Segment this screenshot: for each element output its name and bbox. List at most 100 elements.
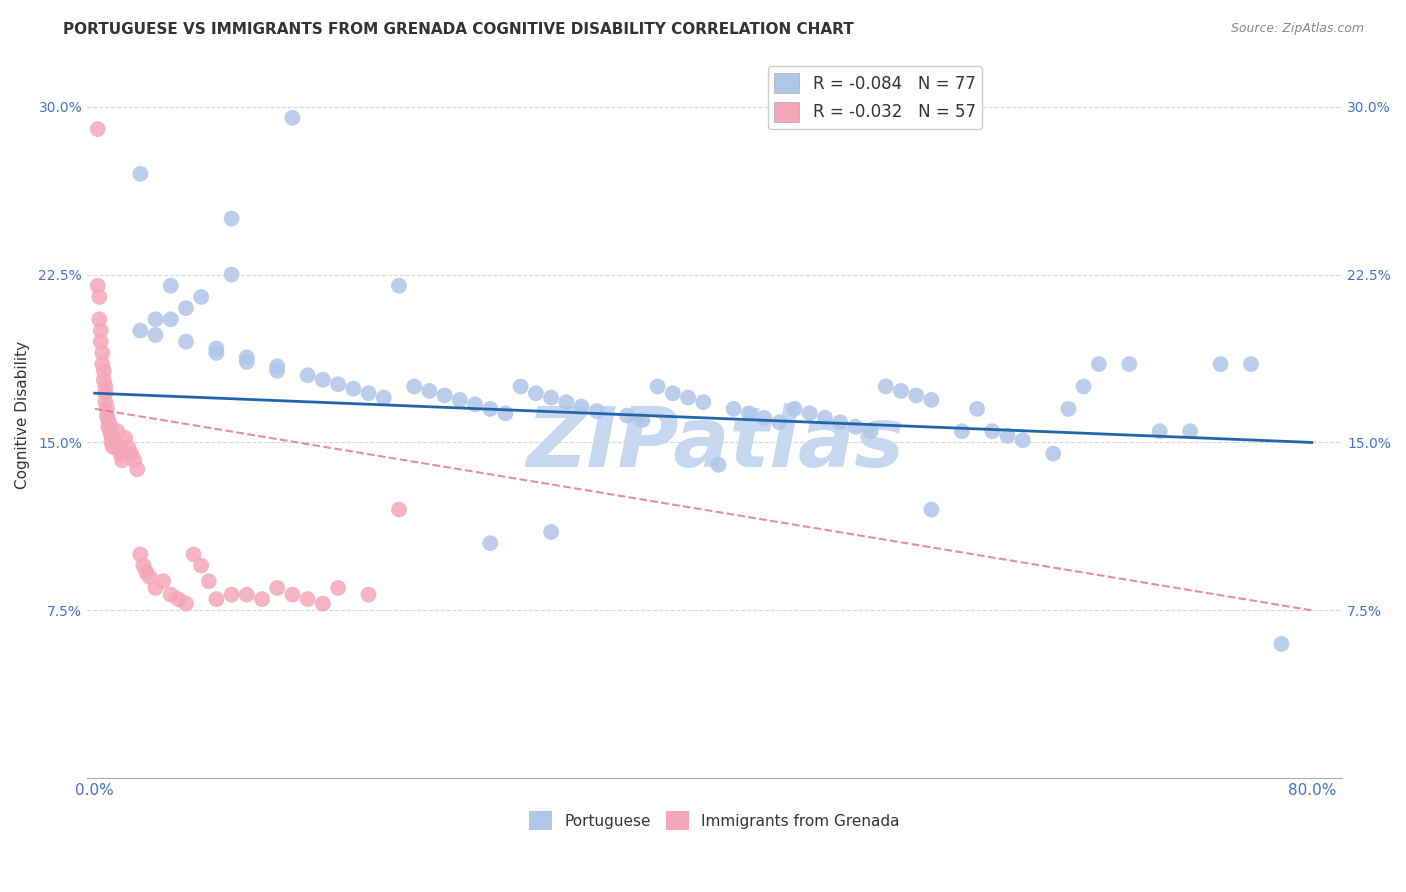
Point xyxy=(1209,357,1232,371)
Point xyxy=(433,388,456,402)
Text: PORTUGUESE VS IMMIGRANTS FROM GRENADA COGNITIVE DISABILITY CORRELATION CHART: PORTUGUESE VS IMMIGRANTS FROM GRENADA CO… xyxy=(63,22,853,37)
Point xyxy=(129,547,152,561)
Point xyxy=(87,122,110,136)
Point xyxy=(1270,637,1292,651)
Point xyxy=(281,111,304,125)
Point xyxy=(159,278,181,293)
Point xyxy=(524,386,547,401)
Point xyxy=(127,462,149,476)
Point xyxy=(93,373,115,387)
Point xyxy=(94,386,117,401)
Point xyxy=(357,386,380,401)
Point xyxy=(920,392,942,407)
Point xyxy=(1088,357,1111,371)
Point xyxy=(236,355,259,369)
Point xyxy=(174,334,197,349)
Point xyxy=(890,384,912,398)
Point xyxy=(1042,447,1064,461)
Point xyxy=(221,588,243,602)
Point xyxy=(236,588,259,602)
Point xyxy=(555,395,578,409)
Point xyxy=(94,395,117,409)
Point xyxy=(129,167,152,181)
Point xyxy=(752,410,775,425)
Point xyxy=(540,524,562,539)
Point xyxy=(707,458,730,472)
Text: ZIPatlas: ZIPatlas xyxy=(526,403,904,484)
Point xyxy=(495,406,517,420)
Point xyxy=(616,409,638,423)
Point xyxy=(110,447,132,461)
Point xyxy=(723,401,745,416)
Point xyxy=(464,397,486,411)
Point xyxy=(859,424,882,438)
Point xyxy=(297,368,319,383)
Point xyxy=(135,566,157,580)
Point xyxy=(585,404,607,418)
Text: Source: ZipAtlas.com: Source: ZipAtlas.com xyxy=(1230,22,1364,36)
Point xyxy=(108,440,131,454)
Point xyxy=(571,400,593,414)
Point xyxy=(449,392,471,407)
Point xyxy=(103,435,125,450)
Point xyxy=(120,447,142,461)
Point xyxy=(190,558,212,573)
Point xyxy=(190,290,212,304)
Point xyxy=(266,581,288,595)
Point xyxy=(631,413,654,427)
Point xyxy=(111,453,134,467)
Point xyxy=(159,588,181,602)
Point xyxy=(814,410,837,425)
Point xyxy=(768,415,790,429)
Point xyxy=(1073,379,1095,393)
Point xyxy=(799,406,821,420)
Point xyxy=(266,359,288,374)
Point xyxy=(830,415,852,429)
Point xyxy=(138,570,160,584)
Point xyxy=(326,377,349,392)
Point xyxy=(1011,433,1033,447)
Point xyxy=(540,391,562,405)
Point xyxy=(89,290,111,304)
Point xyxy=(250,592,273,607)
Point xyxy=(647,379,669,393)
Point xyxy=(479,401,502,416)
Point xyxy=(89,312,111,326)
Point xyxy=(90,334,112,349)
Point xyxy=(662,386,685,401)
Point xyxy=(101,440,124,454)
Point xyxy=(97,413,120,427)
Point xyxy=(183,547,205,561)
Point xyxy=(132,558,155,573)
Point xyxy=(404,379,426,393)
Y-axis label: Cognitive Disability: Cognitive Disability xyxy=(15,341,30,489)
Point xyxy=(221,211,243,226)
Point xyxy=(312,373,335,387)
Point xyxy=(94,379,117,393)
Point xyxy=(104,440,127,454)
Point xyxy=(152,574,174,589)
Point xyxy=(920,502,942,516)
Point xyxy=(966,401,988,416)
Point xyxy=(96,401,118,416)
Legend: Portuguese, Immigrants from Grenada: Portuguese, Immigrants from Grenada xyxy=(523,805,905,836)
Point xyxy=(373,391,395,405)
Point xyxy=(114,431,136,445)
Point xyxy=(167,592,190,607)
Point xyxy=(1240,357,1263,371)
Point xyxy=(312,597,335,611)
Point xyxy=(100,428,122,442)
Point xyxy=(205,592,228,607)
Point xyxy=(297,592,319,607)
Point xyxy=(676,391,699,405)
Point xyxy=(509,379,531,393)
Point xyxy=(266,364,288,378)
Point xyxy=(129,324,152,338)
Point xyxy=(1178,424,1201,438)
Point xyxy=(357,588,380,602)
Point xyxy=(692,395,714,409)
Point xyxy=(87,278,110,293)
Point xyxy=(96,409,118,423)
Point xyxy=(1057,401,1080,416)
Point xyxy=(93,364,115,378)
